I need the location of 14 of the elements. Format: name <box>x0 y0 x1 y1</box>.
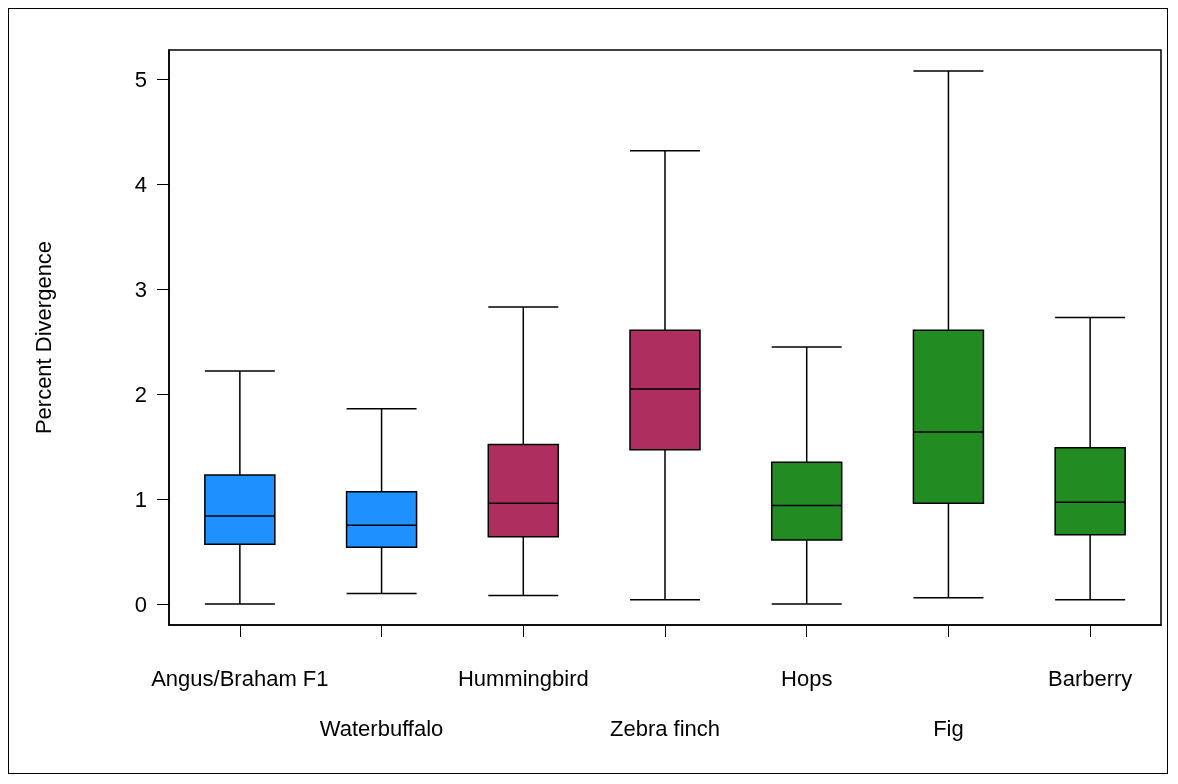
x-tick-label: Barberry <box>1047 665 1133 691</box>
x-tick-label: Angus/Braham F1 <box>151 665 329 691</box>
x-tick-label: Zebra finch <box>609 715 721 741</box>
y-axis-title: Percent Divergence <box>30 240 56 435</box>
y-tick-label: 4 <box>134 171 147 197</box>
x-tick-label: Hummingbird <box>457 665 589 691</box>
y-tick-label: 5 <box>134 66 147 92</box>
x-tick-label: Waterbuffalo <box>319 715 444 741</box>
x-tick-label: Fig <box>933 715 964 741</box>
x-tick-label: Hops <box>781 665 833 691</box>
y-tick-label: 3 <box>134 276 147 302</box>
y-tick-label: 0 <box>134 591 147 617</box>
y-tick-label: 2 <box>134 381 147 407</box>
y-tick-label: 1 <box>134 486 147 512</box>
